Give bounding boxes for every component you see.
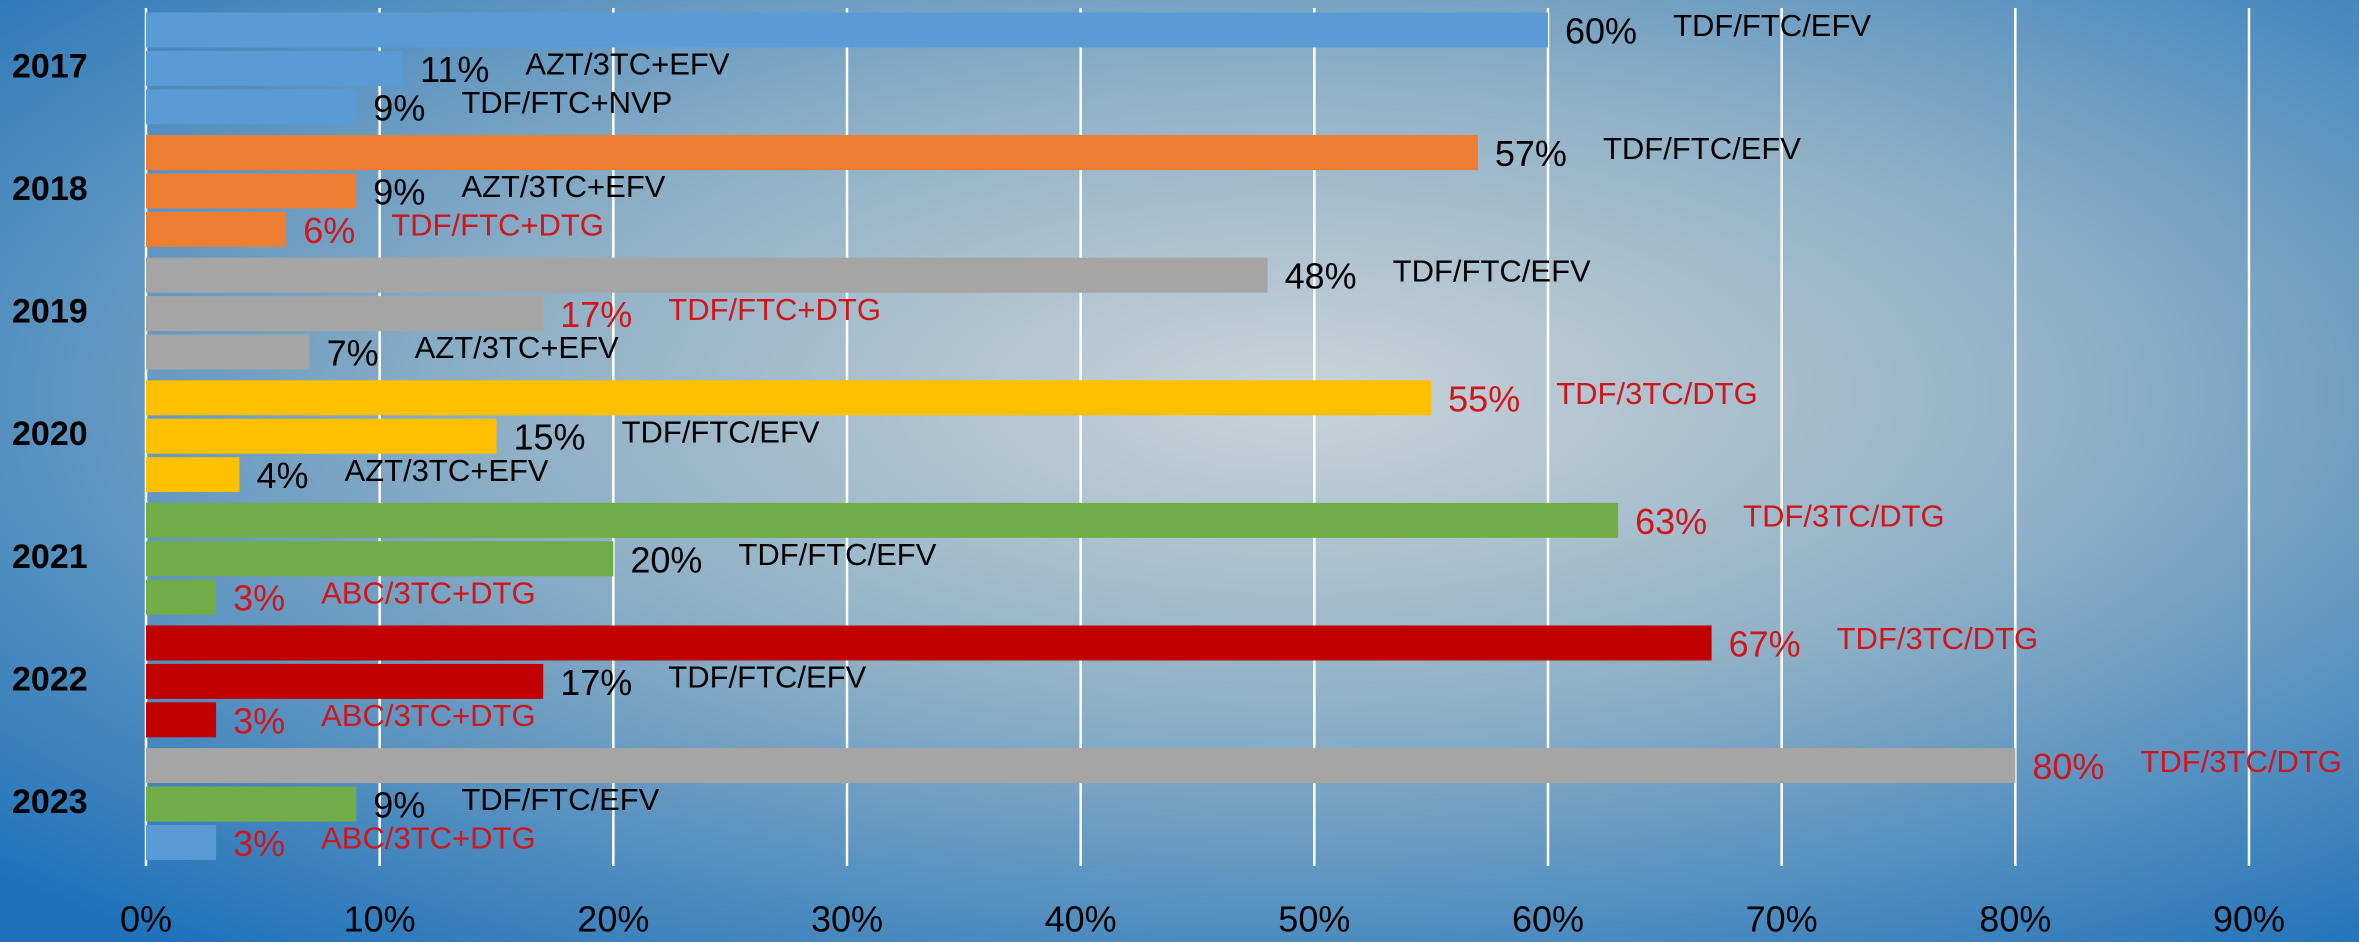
bar <box>146 824 217 860</box>
regimen-label: TDF/FTC/EFV <box>668 660 866 695</box>
bar <box>146 257 1268 293</box>
regimen-label: TDF/FTC/EFV <box>1393 253 1591 288</box>
x-tick-label: 70% <box>1746 899 1818 940</box>
x-tick-label: 30% <box>811 899 883 940</box>
regimen-label: ABC/3TC+DTG <box>321 575 535 610</box>
bar <box>146 173 357 209</box>
regimen-label: TDF/3TC/DTG <box>1837 621 2039 656</box>
bar <box>146 702 217 738</box>
bar <box>146 786 357 822</box>
x-tick-label: 40% <box>1045 899 1117 940</box>
regimen-label: AZT/3TC+EFV <box>415 330 619 365</box>
value-label: 6% <box>303 210 355 251</box>
bar <box>146 579 217 615</box>
x-tick-label: 10% <box>344 899 416 940</box>
regimen-label: TDF/FTC/EFV <box>738 537 936 572</box>
value-label: 55% <box>1448 378 1520 419</box>
regimen-label: TDF/FTC/EFV <box>461 782 659 817</box>
value-label: 9% <box>373 172 425 213</box>
value-label: 20% <box>630 539 702 580</box>
regimen-label: AZT/3TC+EFV <box>525 47 729 82</box>
regimen-label: TDF/3TC/DTG <box>1743 499 1945 534</box>
regimen-label: TDF/FTC/EFV <box>1603 131 1801 166</box>
bar <box>146 625 1712 661</box>
regimen-label: TDF/FTC+DTG <box>391 208 604 243</box>
regimen-label: TDF/FTC+DTG <box>668 292 881 327</box>
x-tick-label: 80% <box>1979 899 2051 940</box>
y-tick-label: 2023 <box>12 783 88 821</box>
y-tick-label: 2019 <box>12 293 88 331</box>
value-label: 4% <box>256 455 308 496</box>
value-label: 3% <box>233 823 285 864</box>
y-tick-label: 2022 <box>12 660 88 698</box>
bar <box>146 502 1619 538</box>
value-label: 3% <box>233 700 285 741</box>
value-label: 7% <box>327 333 379 374</box>
regimen-label: AZT/3TC+EFV <box>344 453 548 488</box>
bar <box>146 89 357 125</box>
x-tick-label: 90% <box>2213 899 2285 940</box>
value-label: 11% <box>420 49 489 90</box>
x-tick-label: 60% <box>1512 899 1584 940</box>
bar <box>146 334 310 370</box>
regimen-label: TDF/3TC/DTG <box>1556 376 1758 411</box>
value-label: 60% <box>1565 11 1637 52</box>
regimen-label: TDF/FTC/EFV <box>1673 8 1871 43</box>
regimen-label: ABC/3TC+DTG <box>321 698 535 733</box>
y-tick-label: 2020 <box>12 415 88 453</box>
bar <box>146 663 544 699</box>
y-tick-label: 2021 <box>12 538 88 576</box>
value-label: 67% <box>1729 624 1801 665</box>
bar <box>146 296 544 332</box>
value-label: 9% <box>373 785 425 826</box>
value-label: 48% <box>1285 256 1357 297</box>
value-label: 15% <box>514 417 586 458</box>
value-label: 17% <box>560 662 632 703</box>
value-label: 3% <box>233 578 285 619</box>
bar <box>146 50 404 86</box>
value-label: 9% <box>373 87 425 128</box>
value-label: 57% <box>1495 133 1567 174</box>
y-tick-label: 2017 <box>12 47 88 85</box>
bar <box>146 457 240 493</box>
value-label: 63% <box>1635 501 1707 542</box>
bar <box>146 418 497 454</box>
regimen-label: ABC/3TC+DTG <box>321 821 535 856</box>
bar <box>146 135 1478 171</box>
regimen-label: TDF/FTC/EFV <box>622 414 820 449</box>
bar <box>146 12 1548 48</box>
regimen-label: TDF/3TC/DTG <box>2140 744 2342 779</box>
value-label: 80% <box>2032 746 2104 787</box>
bar <box>146 748 2016 784</box>
x-tick-label: 0% <box>120 899 172 940</box>
x-tick-label: 50% <box>1278 899 1350 940</box>
regimen-label: AZT/3TC+EFV <box>461 169 665 204</box>
y-tick-label: 2018 <box>12 170 88 208</box>
bar <box>146 380 1432 416</box>
bar <box>146 211 287 247</box>
bar <box>146 541 614 577</box>
value-label: 17% <box>560 294 632 335</box>
x-tick-label: 20% <box>577 899 649 940</box>
regimen-label: TDF/FTC+NVP <box>461 85 672 120</box>
